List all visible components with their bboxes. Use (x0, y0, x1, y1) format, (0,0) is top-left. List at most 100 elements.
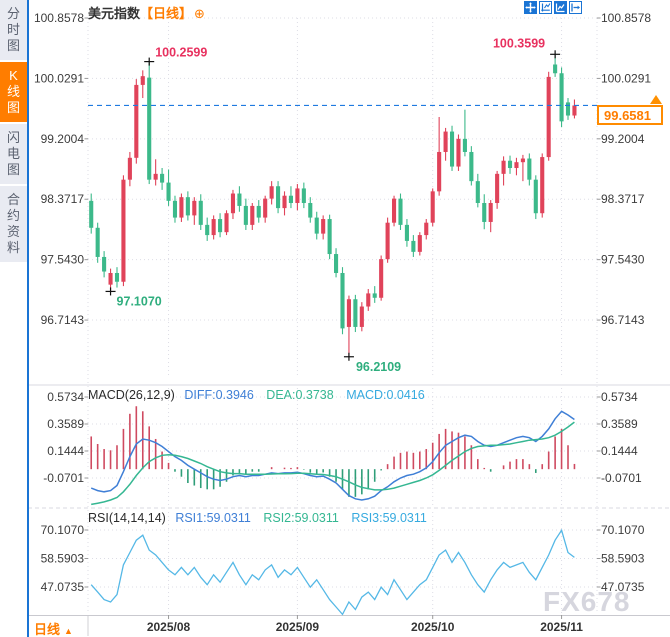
svg-text:99.2004: 99.2004 (601, 132, 645, 146)
time-axis-bar: 日线 ▲ (28, 615, 670, 637)
svg-text:0.5734: 0.5734 (601, 390, 638, 404)
annotation-label: 96.2109 (356, 360, 401, 374)
svg-text:100.8578: 100.8578 (34, 11, 84, 25)
candle-body (385, 222, 390, 260)
macd-macd-value: MACD:0.0416 (346, 388, 425, 402)
sidebar-tab-contract-info[interactable]: 合约资料 (0, 186, 27, 262)
chart-toolbar (524, 1, 582, 14)
svg-text:98.3717: 98.3717 (601, 192, 645, 206)
candle-body (250, 205, 255, 225)
sidebar-tab-kline-chart[interactable]: K线图 (0, 62, 27, 122)
candle-body (288, 195, 294, 204)
candle-body (469, 151, 474, 182)
svg-text:96.7143: 96.7143 (41, 313, 85, 327)
price-annotations: 100.2599 100.3599 97.1070 96.2109 (105, 36, 561, 374)
period-selector[interactable]: 日线 ▲ (34, 619, 73, 637)
svg-text:100.0291: 100.0291 (601, 71, 651, 85)
macd-diff-line (90, 410, 575, 501)
axis-range-icon[interactable] (539, 1, 552, 14)
rsi-name: RSI(14,14,14) (88, 511, 166, 525)
candle-body (198, 200, 203, 225)
rsi3-value: RSI3:59.0311 (351, 511, 427, 525)
svg-text:47.0735: 47.0735 (41, 580, 85, 594)
svg-text:0.5734: 0.5734 (47, 390, 84, 404)
candle-body (308, 203, 313, 218)
svg-text:-0.0701: -0.0701 (601, 471, 642, 485)
current-price-label: 99.6581 (597, 105, 663, 125)
candle-body (437, 151, 442, 192)
move-crosshair-icon[interactable] (524, 1, 537, 14)
svg-text:70.1070: 70.1070 (601, 523, 645, 537)
candle-body (256, 205, 261, 218)
candle-body (398, 198, 403, 225)
candle-body (346, 299, 351, 327)
svg-text:96.7143: 96.7143 (601, 313, 645, 327)
rsi1-value: RSI1:59.0311 (175, 511, 251, 525)
candle-body (449, 131, 455, 167)
candle-body (391, 198, 397, 223)
candle-body (411, 240, 416, 252)
svg-text:0.1444: 0.1444 (601, 444, 638, 458)
candle-body (166, 182, 171, 201)
candle-body (475, 181, 480, 204)
candle-body (153, 173, 158, 180)
sidebar-tab-lightning-chart[interactable]: 闪电图 (0, 124, 27, 184)
candle-body (269, 186, 274, 199)
annotation-label: 97.1070 (117, 294, 162, 308)
candle-body (127, 157, 132, 180)
candle-body (172, 200, 178, 218)
indicator-panel-icon[interactable] (554, 1, 567, 14)
candle-body (179, 197, 184, 218)
svg-text:70.1070: 70.1070 (41, 523, 85, 537)
candle-body (224, 213, 229, 233)
rsi-legend: RSI(14,14,14) RSI1:59.0311 RSI2:59.0311 … (88, 511, 436, 525)
period-tag: 【日线】 (140, 6, 193, 21)
candle-body (134, 84, 139, 158)
candle-body (108, 272, 113, 285)
candle-body (488, 203, 493, 222)
candle-body (205, 224, 210, 236)
candle-body (507, 160, 513, 169)
candle-body (211, 219, 216, 236)
macd-histogram (90, 406, 576, 497)
candle-body (501, 160, 506, 174)
candle-body (282, 195, 287, 209)
candle-body (379, 259, 384, 298)
candle-body (559, 73, 564, 122)
chart-title: 美元指数【日线】 ⊕ (88, 3, 205, 21)
candles-layer (89, 54, 577, 357)
svg-text:97.5430: 97.5430 (41, 253, 85, 267)
period-selector-label: 日线 (34, 622, 61, 637)
svg-text:99.2004: 99.2004 (41, 132, 85, 146)
svg-text:0.3589: 0.3589 (601, 417, 638, 431)
candle-body (160, 173, 165, 183)
annotation-label: 100.3599 (493, 36, 545, 50)
candle-body (340, 272, 345, 329)
candle-body (443, 131, 448, 152)
candle-body (456, 138, 461, 167)
svg-text:0.3589: 0.3589 (47, 417, 84, 431)
candle-body (301, 188, 306, 204)
chevron-up-icon: ▲ (64, 626, 73, 636)
candle-body (372, 293, 377, 298)
svg-text:-0.0701: -0.0701 (43, 471, 84, 485)
candle-body (230, 193, 236, 214)
svg-text:47.0735: 47.0735 (601, 580, 645, 594)
watermark-text: FX678 (543, 586, 630, 617)
sidebar-tab-timeshare-chart[interactable]: 分时图 (0, 0, 27, 60)
candle-body (462, 138, 467, 152)
exit-right-icon[interactable] (569, 1, 582, 14)
sidebar: 分时图 K线图 闪电图 合约资料 (0, 0, 27, 637)
annotation-label: 100.2599 (155, 46, 207, 60)
candle-body (327, 219, 332, 255)
candle-body (276, 186, 281, 209)
candle-body (546, 76, 551, 158)
candle-body (430, 191, 435, 223)
macd-dea-value: DEA:0.3738 (266, 388, 334, 402)
add-indicator-icon[interactable]: ⊕ (194, 6, 205, 21)
svg-text:100.0291: 100.0291 (34, 71, 84, 85)
candle-body (95, 227, 100, 257)
candle-body (321, 219, 326, 234)
